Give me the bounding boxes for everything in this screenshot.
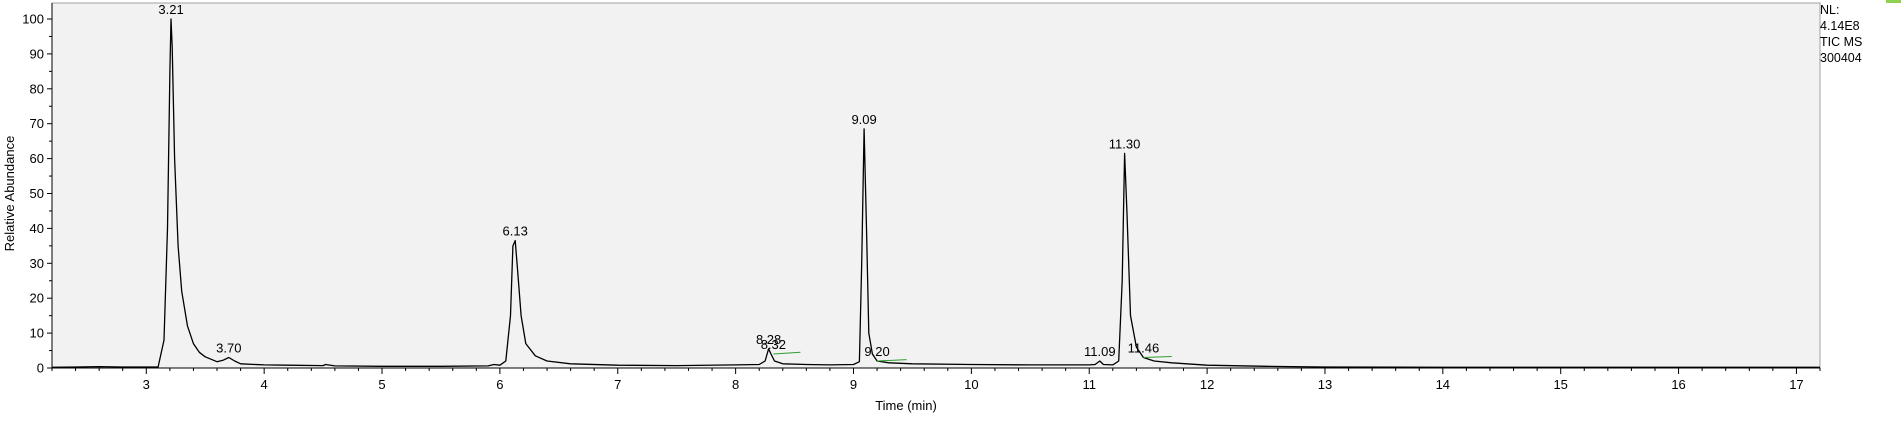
peak-label: 8.32 (761, 337, 786, 352)
peak-label: 9.09 (851, 112, 876, 127)
y-tick-label: 100 (22, 12, 44, 27)
x-tick-label: 15 (1553, 377, 1567, 392)
nl-label: NL: (1820, 3, 1840, 17)
x-tick-label: 3 (143, 377, 150, 392)
y-tick-label: 70 (30, 116, 44, 131)
x-axis: 3 4 5 6 7 8 9 10 11 12 13 14 15 16 17 (51, 367, 1821, 392)
y-axis: 0 10 20 30 40 50 60 70 80 90 100 (22, 3, 53, 376)
baseline-marker (877, 359, 907, 362)
y-tick-label: 60 (30, 151, 44, 166)
y-tick-label: 90 (30, 46, 44, 61)
peak-label: 11.46 (1128, 341, 1160, 356)
baseline-marker (1143, 355, 1172, 359)
y-tick-label: 0 (37, 361, 44, 376)
peak-label: 3.70 (216, 341, 241, 356)
baseline-marker-layer (773, 351, 1172, 362)
peak-label: 6.13 (503, 224, 528, 239)
x-tick-label: 9 (850, 377, 857, 392)
x-tick-label: 12 (1200, 377, 1214, 392)
baseline-marker (773, 351, 801, 355)
y-tick-label: 10 (30, 326, 44, 341)
x-tick-label: 10 (964, 377, 978, 392)
series-layer (51, 18, 1820, 368)
y-tick-label: 30 (30, 256, 44, 271)
nl-value: 4.14E8 (1820, 19, 1860, 33)
y-tick-label: 50 (30, 186, 44, 201)
x-tick-label: 4 (261, 377, 268, 392)
plot-area (51, 2, 1821, 369)
y-tick-label: 40 (30, 221, 44, 236)
y-tick-label: 80 (30, 81, 44, 96)
peak-label: 8.28 (756, 332, 781, 347)
x-tick-label: 8 (732, 377, 739, 392)
x-tick-label: 7 (614, 377, 621, 392)
peak-label-layer: 3.21 3.70 6.13 8.288.32 9.09 9.20 11.09 11.30 11… (158, 2, 1159, 359)
x-tick-label: 13 (1318, 377, 1332, 392)
x-axis-title: Time (min) (875, 398, 937, 413)
y-axis-title: Relative Abundance (2, 136, 17, 252)
x-tick-label: 16 (1671, 377, 1685, 392)
peak-label: 9.20 (864, 344, 889, 359)
x-tick-label: 14 (1436, 377, 1450, 392)
series-line-0 (51, 18, 1820, 368)
trace-label: TIC MS (1820, 35, 1863, 49)
file-label: 300404 (1820, 51, 1862, 65)
peak-label: 11.30 (1109, 136, 1141, 151)
y-tick-label: 20 (30, 291, 44, 306)
peak-label: 11.09 (1084, 344, 1116, 359)
x-tick-label: 11 (1082, 377, 1096, 392)
x-tick-label: 6 (496, 377, 503, 392)
peak-label: 3.21 (158, 2, 183, 17)
x-tick-label: 17 (1789, 377, 1803, 392)
info-panel: NL: 4.14E8 TIC MS 300404 (1820, 2, 1862, 66)
corner-mark (1886, 0, 1901, 3)
x-tick-label: 5 (378, 377, 385, 392)
